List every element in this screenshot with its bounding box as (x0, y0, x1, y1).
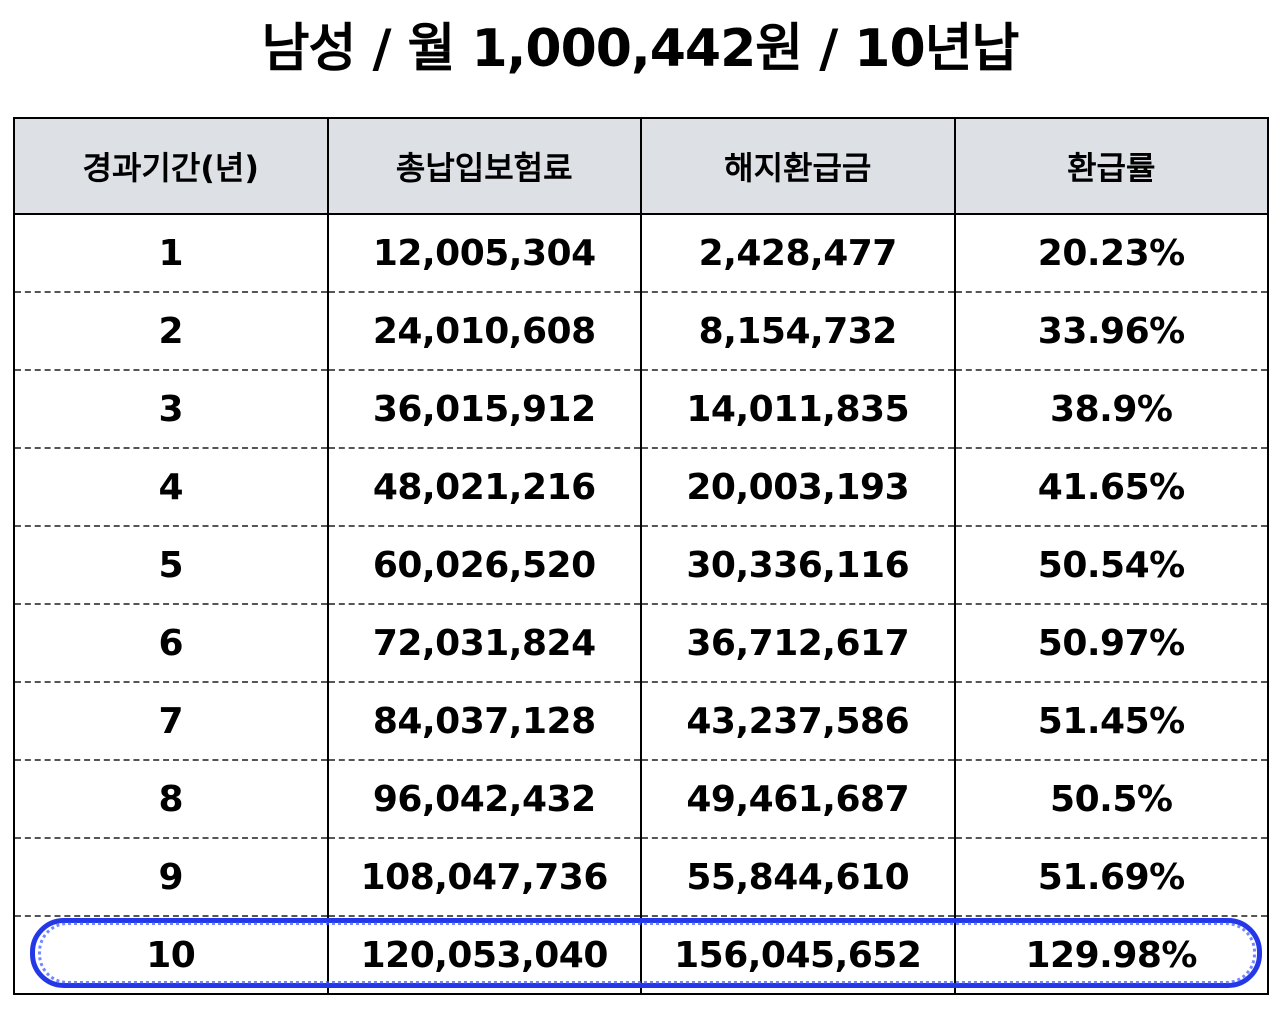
cell-total-premium: 72,031,824 (326, 604, 642, 683)
cell-year: 8 (13, 760, 329, 839)
cell-refund-rate: 129.98% (953, 916, 1269, 995)
cell-surrender-value: 43,237,586 (640, 682, 956, 761)
header-total-premium: 총납입보험료 (326, 117, 642, 215)
cell-refund-rate: 50.97% (953, 604, 1269, 683)
table-row: 8 96,042,432 49,461,687 50.5% (13, 760, 1269, 839)
table-row: 6 72,031,824 36,712,617 50.97% (13, 604, 1269, 683)
cell-year: 4 (13, 448, 329, 527)
header-refund-rate: 환급률 (953, 117, 1269, 215)
cell-year: 2 (13, 292, 329, 371)
cell-year: 3 (13, 370, 329, 449)
cell-refund-rate: 50.5% (953, 760, 1269, 839)
table-row: 5 60,026,520 30,336,116 50.54% (13, 526, 1269, 605)
cell-total-premium: 96,042,432 (326, 760, 642, 839)
cell-refund-rate: 50.54% (953, 526, 1269, 605)
cell-year: 7 (13, 682, 329, 761)
table-row: 7 84,037,128 43,237,586 51.45% (13, 682, 1269, 761)
cell-surrender-value: 8,154,732 (640, 292, 956, 371)
cell-total-premium: 36,015,912 (326, 370, 642, 449)
cell-refund-rate: 51.45% (953, 682, 1269, 761)
cell-year: 1 (13, 214, 329, 293)
table-row: 3 36,015,912 14,011,835 38.9% (13, 370, 1269, 449)
cell-refund-rate: 51.69% (953, 838, 1269, 917)
header-surrender-value: 해지환급금 (640, 117, 956, 215)
cell-surrender-value: 36,712,617 (640, 604, 956, 683)
cell-total-premium: 12,005,304 (326, 214, 642, 293)
cell-total-premium: 48,021,216 (326, 448, 642, 527)
table-row: 4 48,021,216 20,003,193 41.65% (13, 448, 1269, 527)
cell-surrender-value: 30,336,116 (640, 526, 956, 605)
header-elapsed-years: 경과기간(년) (13, 117, 329, 215)
cell-refund-rate: 33.96% (953, 292, 1269, 371)
cell-total-premium: 24,010,608 (326, 292, 642, 371)
table-row-highlighted: 10 120,053,040 156,045,652 129.98% (13, 916, 1269, 995)
cell-year: 6 (13, 604, 329, 683)
cell-total-premium: 84,037,128 (326, 682, 642, 761)
cell-surrender-value: 55,844,610 (640, 838, 956, 917)
table-header-row: 경과기간(년) 총납입보험료 해지환급금 환급률 (13, 117, 1269, 215)
cell-year: 5 (13, 526, 329, 605)
cell-total-premium: 108,047,736 (326, 838, 642, 917)
table-row: 9 108,047,736 55,844,610 51.69% (13, 838, 1269, 917)
cell-surrender-value: 156,045,652 (640, 916, 956, 995)
cell-surrender-value: 14,011,835 (640, 370, 956, 449)
cell-total-premium: 60,026,520 (326, 526, 642, 605)
cell-surrender-value: 20,003,193 (640, 448, 956, 527)
refund-table: 경과기간(년) 총납입보험료 해지환급금 환급률 1 12,005,304 2,… (13, 117, 1269, 995)
page-title: 남성 / 월 1,000,442원 / 10년납 (261, 19, 1020, 79)
cell-refund-rate: 38.9% (953, 370, 1269, 449)
cell-refund-rate: 20.23% (953, 214, 1269, 293)
cell-refund-rate: 41.65% (953, 448, 1269, 527)
cell-total-premium: 120,053,040 (326, 916, 642, 995)
cell-surrender-value: 2,428,477 (640, 214, 956, 293)
cell-year: 10 (13, 916, 329, 995)
table-row: 1 12,005,304 2,428,477 20.23% (13, 214, 1269, 293)
table-row: 2 24,010,608 8,154,732 33.96% (13, 292, 1269, 371)
cell-surrender-value: 49,461,687 (640, 760, 956, 839)
cell-year: 9 (13, 838, 329, 917)
